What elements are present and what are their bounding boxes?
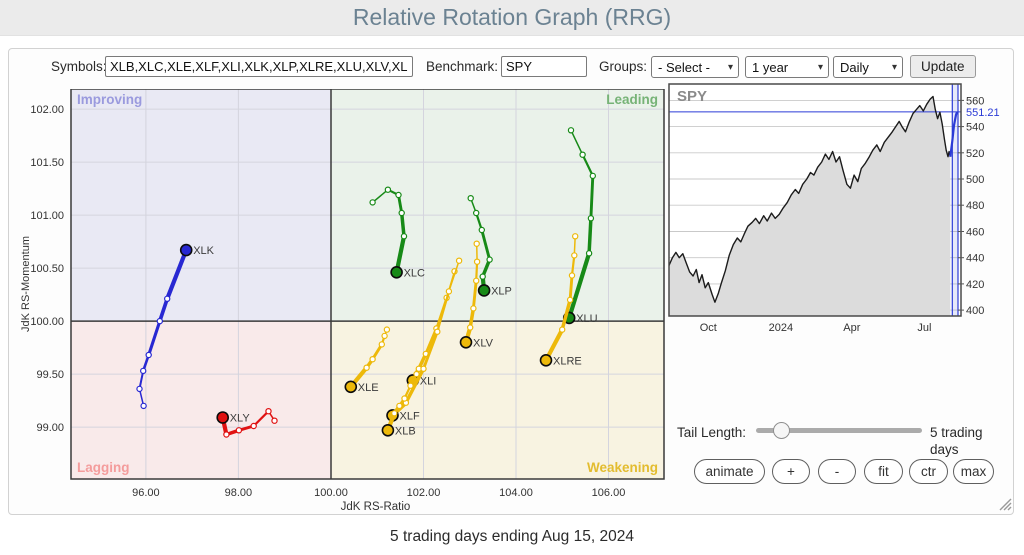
- svg-text:480: 480: [966, 200, 984, 212]
- svg-text:540: 540: [966, 122, 984, 134]
- chevron-down-icon: ▾: [817, 61, 823, 73]
- svg-text:99.50: 99.50: [36, 369, 64, 381]
- symbols-input[interactable]: [105, 56, 413, 77]
- max-button[interactable]: max: [953, 459, 994, 484]
- svg-text:102.00: 102.00: [30, 104, 64, 116]
- groups-select-value: - Select -: [658, 59, 711, 75]
- svg-text:440: 440: [966, 253, 984, 265]
- svg-text:101.50: 101.50: [30, 157, 64, 169]
- label-XLI: XLI: [420, 375, 437, 387]
- frequency-select[interactable]: Daily ▾: [833, 56, 903, 78]
- trail-XLE[interactable]: XLE: [344, 326, 391, 394]
- resize-handle-icon[interactable]: [997, 496, 1012, 511]
- page-title: Relative Rotation Graph (RRG): [352, 4, 672, 30]
- svg-text:Apr: Apr: [843, 322, 860, 334]
- quadrant-label-lagging: Lagging: [77, 460, 130, 475]
- svg-text:100.00: 100.00: [30, 316, 64, 328]
- head-XLC[interactable]: [390, 266, 403, 279]
- ctr-button[interactable]: ctr: [909, 459, 948, 484]
- svg-text:560: 560: [966, 95, 984, 107]
- fit-button[interactable]: fit: [864, 459, 903, 484]
- svg-text:106.00: 106.00: [592, 487, 626, 499]
- trail-XLY[interactable]: XLY: [216, 408, 278, 438]
- footer-status: 5 trading days ending Aug 15, 2024: [390, 528, 634, 545]
- svg-text:96.00: 96.00: [132, 487, 160, 499]
- rrg-panel: Symbols: Benchmark: Groups: - Select - ▾…: [8, 48, 1014, 515]
- quadrant-label-leading: Leading: [606, 92, 658, 107]
- period-select[interactable]: 1 year ▾: [745, 56, 829, 78]
- trail-XLRE[interactable]: XLRE: [539, 233, 582, 368]
- svg-text:Jul: Jul: [917, 322, 931, 334]
- head-XLRE[interactable]: [539, 353, 553, 367]
- svg-text:99.00: 99.00: [36, 422, 64, 434]
- trail-XLC[interactable]: XLC: [369, 186, 425, 279]
- head-XLP[interactable]: [477, 284, 491, 297]
- label-XLRE: XLRE: [553, 355, 582, 367]
- trail-XLP[interactable]: XLP: [467, 194, 512, 298]
- zoom-out-button[interactable]: -: [818, 459, 856, 484]
- svg-text:101.00: 101.00: [30, 210, 64, 222]
- animate-button[interactable]: animate: [694, 459, 765, 484]
- tail-length-label: Tail Length:: [677, 425, 747, 440]
- label-XLU: XLU: [576, 313, 597, 325]
- quadrant-label-weakening: Weakening: [587, 460, 658, 475]
- label-XLB: XLB: [395, 425, 416, 437]
- svg-text:100.00: 100.00: [314, 487, 348, 499]
- label-XLP: XLP: [491, 285, 512, 297]
- svg-text:420: 420: [966, 279, 984, 291]
- zoom-in-button[interactable]: +: [772, 459, 810, 484]
- header-bar: Relative Rotation Graph (RRG): [0, 0, 1024, 36]
- head-XLB[interactable]: [381, 423, 395, 437]
- svg-text:400: 400: [966, 305, 984, 317]
- tail-length-value: 5 trading days: [930, 425, 983, 457]
- benchmark-label: Benchmark:: [426, 59, 499, 74]
- svg-text:98.00: 98.00: [225, 487, 253, 499]
- label-XLY: XLY: [230, 413, 251, 425]
- period-select-value: 1 year: [752, 59, 789, 75]
- rrg-yaxis-title: JdK RS-Momentum: [20, 236, 32, 332]
- rrg-chart[interactable]: 96.00 98.00 100.00 102.00 104.00 106.00 99.00 9…: [17, 89, 672, 517]
- head-XLK[interactable]: [179, 243, 193, 257]
- svg-text:2024: 2024: [769, 322, 793, 334]
- groups-label: Groups:: [599, 59, 648, 74]
- trail-XLB[interactable]: XLB: [381, 370, 420, 438]
- frequency-select-value: Daily: [840, 59, 869, 75]
- chevron-down-icon: ▾: [727, 61, 733, 73]
- label-XLK: XLK: [193, 245, 214, 257]
- tail-length-slider[interactable]: [756, 428, 922, 433]
- trail-XLK[interactable]: XLK: [136, 243, 215, 410]
- svg-text:520: 520: [966, 148, 984, 160]
- head-XLV[interactable]: [459, 336, 473, 349]
- update-button[interactable]: Update: [910, 55, 976, 78]
- label-XLF: XLF: [400, 410, 420, 422]
- spy-chart-title: SPY: [677, 88, 707, 105]
- svg-text:102.00: 102.00: [407, 487, 441, 499]
- svg-text:500: 500: [966, 174, 984, 186]
- svg-text:104.00: 104.00: [499, 487, 533, 499]
- symbols-label: Symbols:: [51, 59, 107, 74]
- svg-text:460: 460: [966, 227, 984, 239]
- trail-XLV[interactable]: XLV: [459, 240, 494, 349]
- groups-select[interactable]: - Select - ▾: [651, 56, 739, 78]
- label-XLE: XLE: [358, 382, 379, 394]
- chevron-down-icon: ▾: [891, 61, 897, 73]
- label-XLV: XLV: [473, 337, 494, 349]
- svg-text:100.50: 100.50: [30, 263, 64, 275]
- head-XLY[interactable]: [216, 411, 229, 424]
- benchmark-input[interactable]: [501, 56, 587, 77]
- quadrant-label-improving: Improving: [77, 92, 142, 107]
- label-XLC: XLC: [404, 267, 425, 279]
- spy-last-price-label: 551.21: [966, 107, 1000, 119]
- rrg-xaxis-title: JdK RS-Ratio: [341, 501, 411, 513]
- slider-thumb[interactable]: [773, 422, 790, 439]
- head-XLE[interactable]: [344, 380, 358, 394]
- svg-text:Oct: Oct: [700, 322, 717, 334]
